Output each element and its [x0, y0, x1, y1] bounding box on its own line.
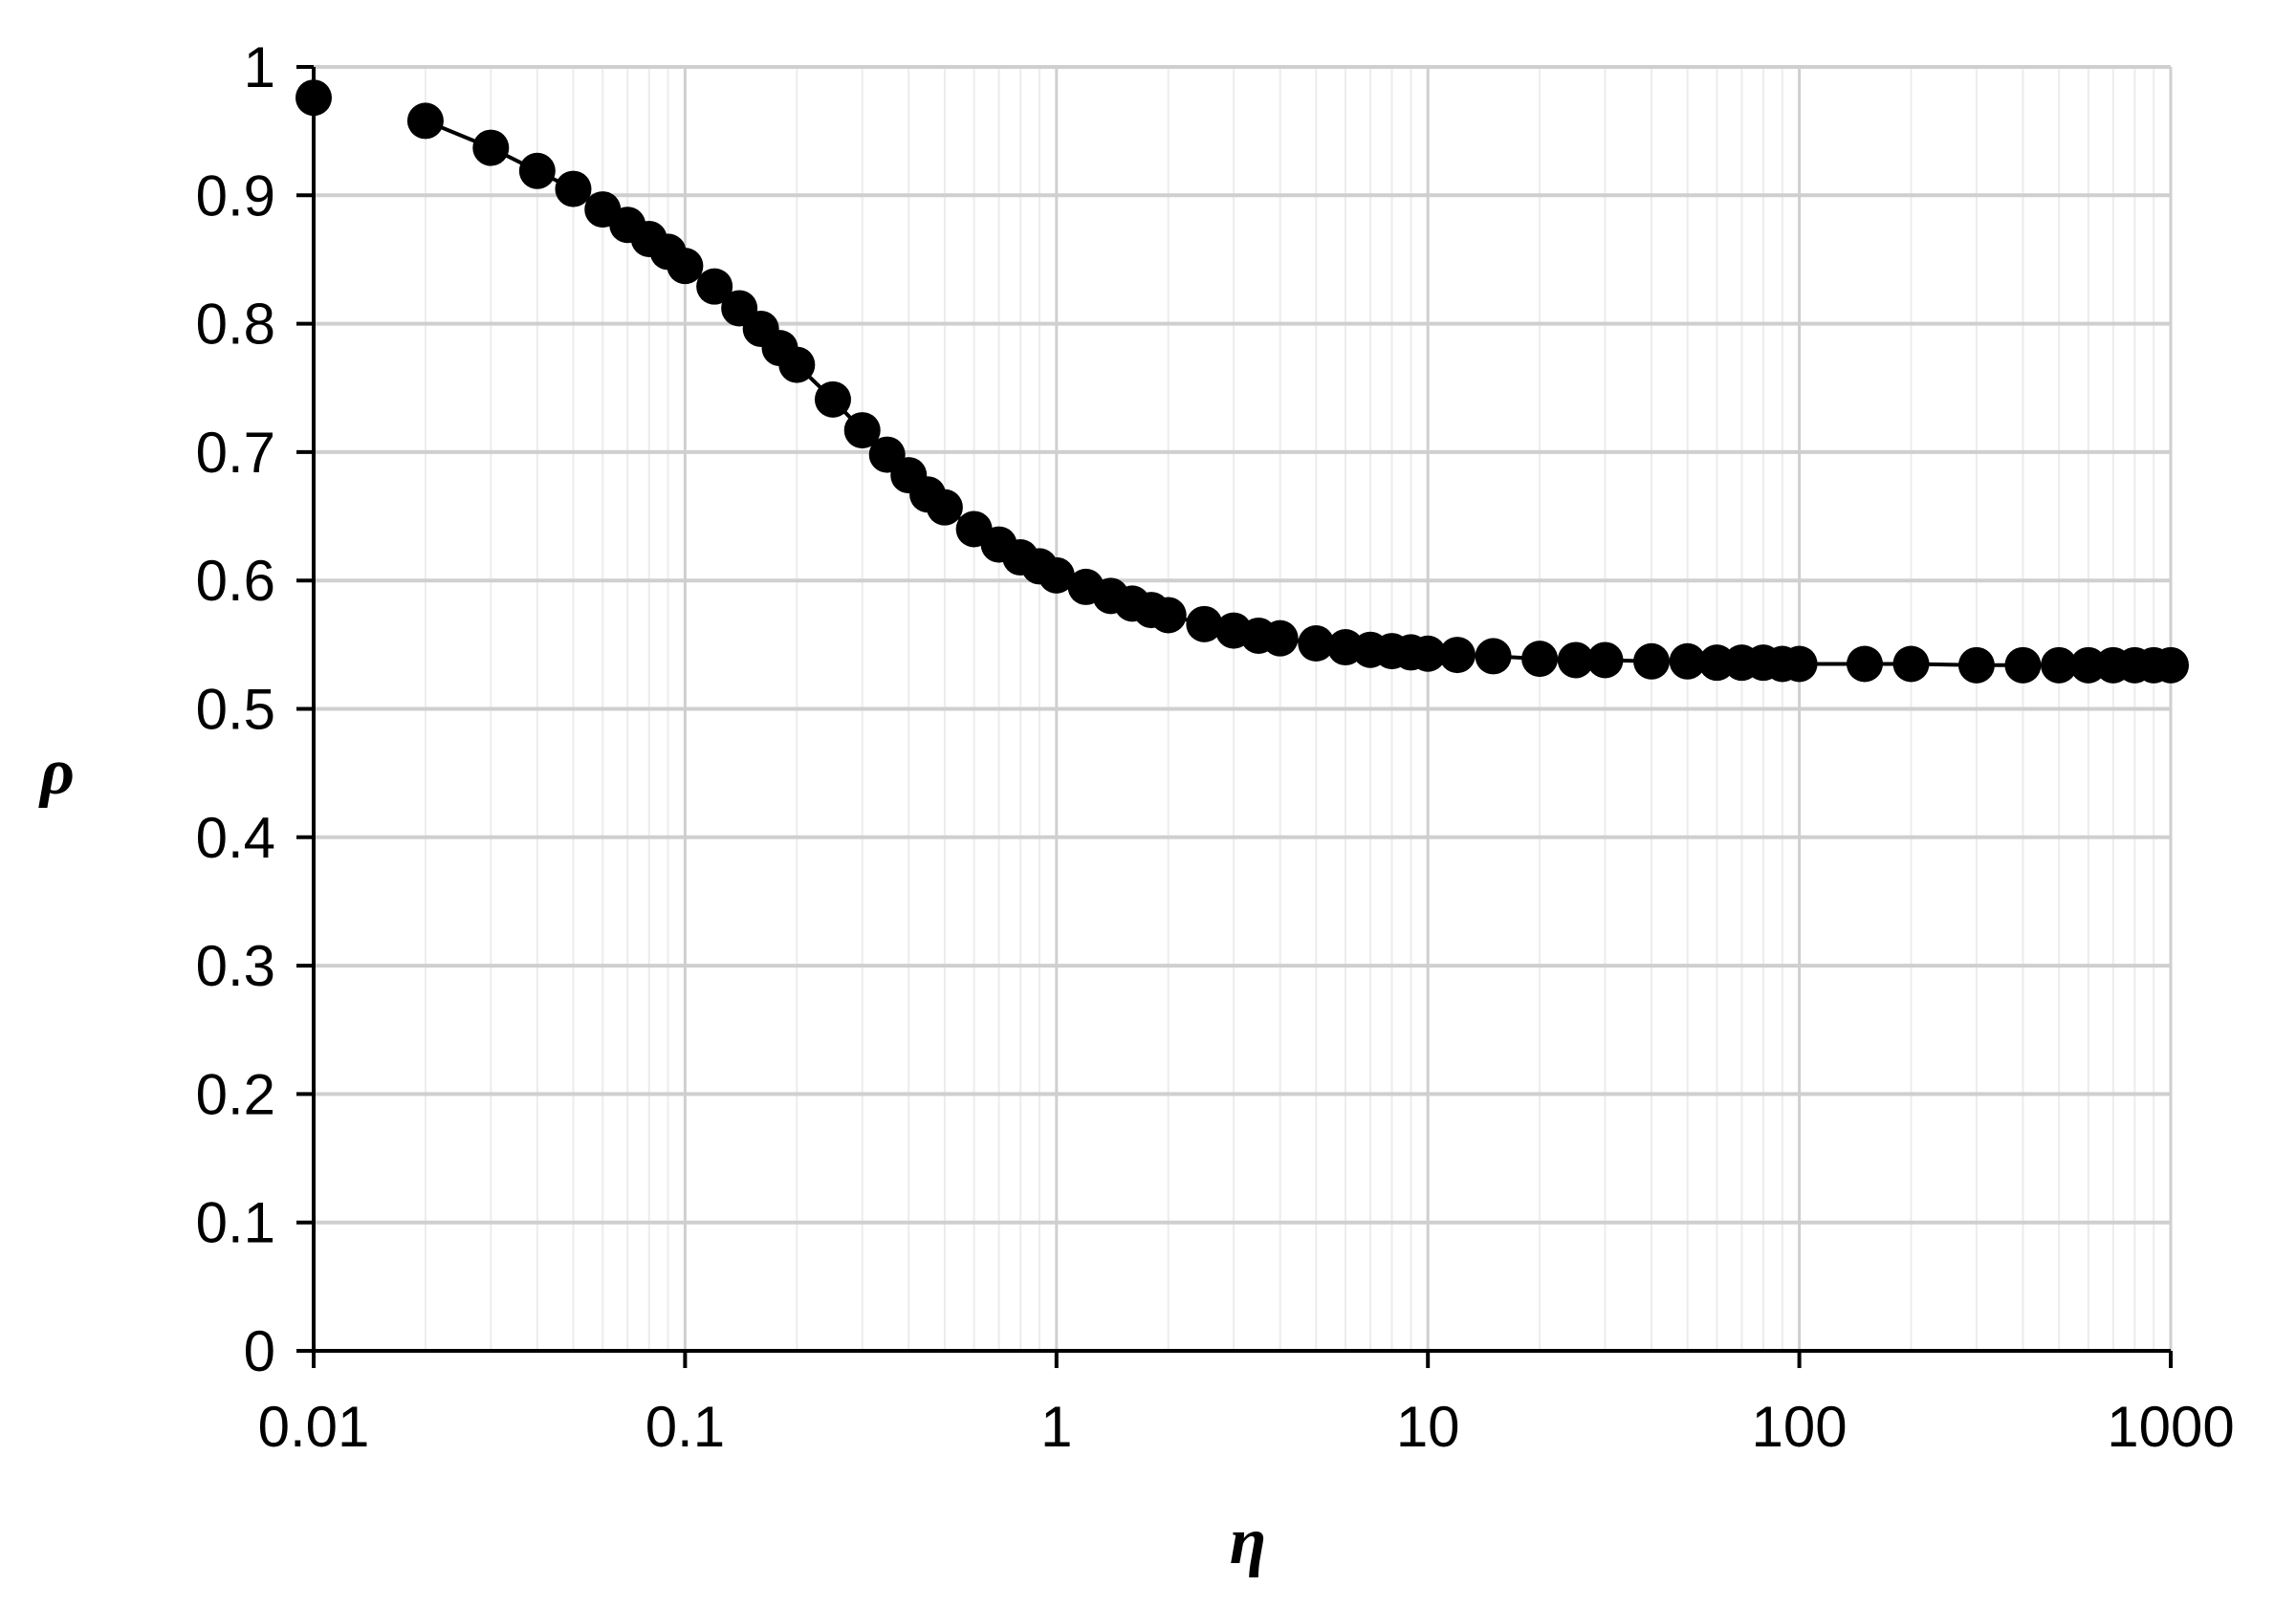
data-point — [1038, 556, 1075, 594]
data-point — [1475, 638, 1512, 675]
x-axis-title: η — [1230, 1505, 1266, 1578]
y-axis-title: ρ — [38, 735, 75, 809]
data-point — [1781, 645, 1818, 683]
y-tick-label: 0.9 — [196, 163, 275, 228]
x-tick-label: 10 — [1396, 1395, 1460, 1459]
data-point — [1521, 641, 1559, 678]
y-tick-label: 0.6 — [196, 549, 275, 613]
data-point — [667, 248, 704, 285]
data-point — [1698, 644, 1736, 682]
tick-labels: 0 0.1 0.2 0.3 0.4 0.5 0.6 0.7 0.8 0.9 1 0.01 0.1 1 10 1… — [196, 35, 2235, 1459]
data-point — [1410, 635, 1447, 672]
data-point — [926, 489, 963, 526]
data-point — [1957, 646, 1995, 684]
data-point — [1298, 625, 1335, 663]
y-tick-label: 0.5 — [196, 678, 275, 742]
y-tick-label: 0.2 — [196, 1062, 275, 1126]
data-point — [696, 268, 733, 305]
y-tick-label: 1 — [244, 35, 275, 99]
x-tick-label: 1 — [1040, 1395, 1072, 1459]
data-point — [295, 79, 332, 117]
data-point — [1669, 642, 1706, 680]
data-point — [1846, 645, 1883, 683]
data-point — [555, 170, 592, 207]
data-point — [1186, 605, 1223, 642]
data-point — [518, 152, 556, 189]
data-series — [295, 79, 2189, 684]
y-tick-label: 0.1 — [196, 1191, 275, 1255]
y-tick-label: 0.3 — [196, 934, 275, 998]
x-tick-label: 0.1 — [645, 1395, 725, 1459]
y-tick-label: 0 — [244, 1319, 275, 1383]
x-tick-label: 1000 — [2107, 1395, 2234, 1459]
data-point — [814, 380, 851, 418]
y-tick-label: 0.7 — [196, 421, 275, 485]
data-point — [778, 346, 816, 383]
data-point — [2004, 646, 2042, 684]
data-point — [472, 129, 510, 166]
data-point — [1633, 642, 1671, 680]
data-point — [1261, 619, 1299, 657]
y-tick-label: 0.4 — [196, 806, 275, 870]
data-point — [406, 102, 444, 140]
axes — [296, 65, 2173, 1368]
x-tick-label: 100 — [1752, 1395, 1848, 1459]
data-point — [1586, 641, 1624, 679]
data-point — [2069, 646, 2107, 684]
data-point — [843, 412, 881, 449]
data-point — [2041, 646, 2078, 684]
data-point — [1557, 641, 1594, 679]
y-tick-label: 0.8 — [196, 293, 275, 357]
data-point — [1892, 645, 1930, 683]
data-point — [2153, 646, 2189, 684]
x-tick-label: 0.01 — [258, 1395, 370, 1459]
data-point — [1438, 637, 1476, 674]
data-point — [1149, 597, 1187, 634]
